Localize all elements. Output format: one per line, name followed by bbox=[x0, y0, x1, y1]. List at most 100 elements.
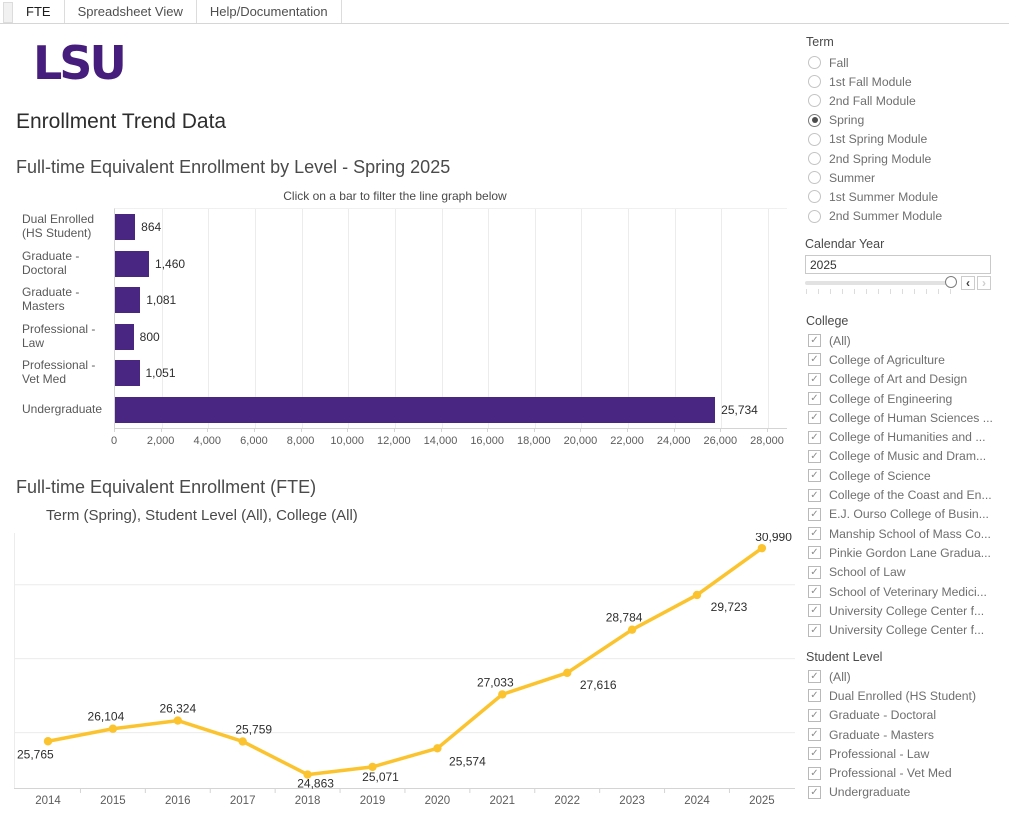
line-point-label: 25,071 bbox=[362, 770, 399, 784]
college-option-college-of-engineering[interactable]: ✓ College of Engineering bbox=[806, 389, 993, 408]
calendar-year-slider-track[interactable] bbox=[805, 281, 951, 285]
term-option-1st-summer-module[interactable]: 1st Summer Module bbox=[806, 187, 942, 206]
college-option-school-of-law[interactable]: ✓ School of Law bbox=[806, 563, 993, 582]
term-option-2nd-spring-module[interactable]: 2nd Spring Module bbox=[806, 149, 942, 168]
college-option-manship-school-of-mass-co[interactable]: ✓ Manship School of Mass Co... bbox=[806, 524, 993, 543]
bar-professional-vet-med[interactable] bbox=[115, 360, 140, 386]
student-level-option-professional-law[interactable]: ✓ Professional - Law bbox=[806, 744, 976, 763]
line-point-2024[interactable] bbox=[692, 590, 702, 600]
calendar-year-next-button[interactable]: › bbox=[977, 276, 991, 290]
college-option-all[interactable]: ✓ (All) bbox=[806, 331, 993, 350]
student-level-filter-title: Student Level bbox=[806, 650, 883, 664]
bar-professional-law[interactable] bbox=[115, 323, 134, 350]
student-level-option-label: Graduate - Masters bbox=[829, 727, 934, 742]
college-option-college-of-science[interactable]: ✓ College of Science bbox=[806, 466, 993, 485]
tab-fte[interactable]: FTE bbox=[13, 0, 65, 23]
checkbox-icon: ✓ bbox=[808, 766, 821, 780]
bar-graduate-doctoral[interactable] bbox=[115, 250, 150, 277]
line-point-2022[interactable] bbox=[563, 668, 572, 678]
bar-value-label: 25,734 bbox=[721, 402, 758, 417]
line-point-2018[interactable] bbox=[303, 770, 312, 779]
college-option-label: Manship School of Mass Co... bbox=[829, 526, 991, 541]
line-point-label: 26,104 bbox=[88, 710, 125, 724]
line-point-label: 24,863 bbox=[297, 777, 334, 791]
bar-chart-tick-label: 18,000 bbox=[516, 435, 551, 447]
line-point-2019[interactable] bbox=[368, 762, 377, 772]
line-point-2020[interactable] bbox=[433, 744, 442, 753]
slider-tick bbox=[854, 289, 855, 294]
term-option-2nd-summer-module[interactable]: 2nd Summer Module bbox=[806, 207, 942, 226]
checkbox-icon: ✓ bbox=[808, 488, 821, 502]
calendar-year-input[interactable] bbox=[805, 255, 991, 274]
college-option-label: School of Veterinary Medici... bbox=[829, 584, 987, 599]
line-point-2025[interactable] bbox=[757, 543, 767, 553]
bar-chart-subtitle: Click on a bar to filter the line graph … bbox=[283, 189, 507, 203]
student-level-option-graduate-masters[interactable]: ✓ Graduate - Masters bbox=[806, 725, 976, 744]
line-chart-year-label: 2014 bbox=[35, 795, 61, 807]
checkbox-icon: ✓ bbox=[808, 785, 821, 799]
line-chart-year-label: 2017 bbox=[230, 795, 256, 807]
student-level-option-undergraduate[interactable]: ✓ Undergraduate bbox=[806, 783, 976, 802]
line-point-2021[interactable] bbox=[498, 690, 507, 699]
term-option-fall[interactable]: Fall bbox=[806, 53, 942, 72]
bar-undergraduate[interactable] bbox=[115, 396, 716, 423]
student-level-option-all[interactable]: ✓ (All) bbox=[806, 667, 976, 686]
college-option-school-of-veterinary-medici[interactable]: ✓ School of Veterinary Medici... bbox=[806, 582, 993, 601]
tab-spreadsheet-view[interactable]: Spreadsheet View bbox=[64, 0, 197, 23]
bar-chart-tick-label: 26,000 bbox=[703, 435, 738, 447]
bar-chart-tick-label: 4,000 bbox=[193, 435, 222, 447]
term-option-1st-spring-module[interactable]: 1st Spring Module bbox=[806, 130, 942, 149]
line-chart-year-label: 2018 bbox=[295, 795, 321, 807]
line-point-2023[interactable] bbox=[627, 625, 637, 634]
college-option-label: School of Law bbox=[829, 565, 906, 580]
college-option-college-of-the-coast-and-en[interactable]: ✓ College of the Coast and En... bbox=[806, 485, 993, 504]
line-point-2017[interactable] bbox=[238, 737, 247, 746]
term-option-1st-fall-module[interactable]: 1st Fall Module bbox=[806, 72, 942, 91]
line-point-2015[interactable] bbox=[108, 724, 118, 733]
term-option-summer[interactable]: Summer bbox=[806, 168, 942, 187]
term-option-spring[interactable]: Spring bbox=[806, 111, 942, 130]
calendar-year-prev-button[interactable]: ‹ bbox=[961, 276, 975, 290]
term-option-2nd-fall-module[interactable]: 2nd Fall Module bbox=[806, 91, 942, 110]
radio-icon bbox=[808, 75, 821, 89]
term-option-label: Spring bbox=[829, 113, 865, 128]
bar-category-label-graduate-masters: Graduate - Masters bbox=[22, 285, 80, 314]
college-option-university-college-center-f[interactable]: ✓ University College Center f... bbox=[806, 620, 993, 639]
checkbox-icon: ✓ bbox=[808, 747, 821, 761]
bar-value-label: 800 bbox=[139, 329, 160, 344]
college-option-pinkie-gordon-lane-gradua[interactable]: ✓ Pinkie Gordon Lane Gradua... bbox=[806, 543, 993, 562]
slider-tick bbox=[902, 289, 903, 294]
radio-icon bbox=[808, 132, 821, 146]
line-point-label: 27,616 bbox=[580, 678, 617, 692]
student-level-filter: ✓ (All) ✓ Dual Enrolled (HS Student) ✓ Gradua… bbox=[806, 667, 976, 802]
bar-chart-tick-label: 0 bbox=[110, 435, 118, 447]
radio-icon bbox=[808, 190, 821, 204]
college-option-college-of-music-and-dram[interactable]: ✓ College of Music and Dram... bbox=[806, 447, 993, 466]
college-option-college-of-humanities-and[interactable]: ✓ College of Humanities and ... bbox=[806, 427, 993, 446]
student-level-option-dual-enrolled-hs-student[interactable]: ✓ Dual Enrolled (HS Student) bbox=[806, 686, 976, 705]
tab-help-documentation[interactable]: Help/Documentation bbox=[196, 0, 342, 23]
bar-chart-tick-mark bbox=[720, 428, 722, 432]
college-option-college-of-agriculture[interactable]: ✓ College of Agriculture bbox=[806, 350, 993, 369]
college-option-e-j-ourso-college-of-busin[interactable]: ✓ E.J. Ourso College of Busin... bbox=[806, 505, 993, 524]
bar-chart-tick-mark bbox=[767, 428, 768, 432]
college-option-college-of-art-and-design[interactable]: ✓ College of Art and Design bbox=[806, 370, 993, 389]
slider-tick bbox=[806, 289, 807, 294]
college-option-university-college-center-f[interactable]: ✓ University College Center f... bbox=[806, 601, 993, 620]
checkbox-icon: ✓ bbox=[808, 392, 821, 406]
tab-bar: FTE Spreadsheet View Help/Documentation bbox=[0, 0, 1009, 24]
checkbox-icon: ✓ bbox=[808, 728, 821, 742]
page-title: Enrollment Trend Data bbox=[16, 110, 227, 133]
checkbox-icon: ✓ bbox=[808, 527, 821, 541]
bar-graduate-masters[interactable] bbox=[115, 287, 141, 313]
slider-tick bbox=[926, 289, 927, 294]
college-option-college-of-human-sciences[interactable]: ✓ College of Human Sciences ... bbox=[806, 408, 993, 427]
bar-chart-tick-mark bbox=[440, 428, 442, 432]
student-level-option-graduate-doctoral[interactable]: ✓ Graduate - Doctoral bbox=[806, 706, 976, 725]
line-point-2016[interactable] bbox=[173, 716, 182, 725]
calendar-year-slider-handle[interactable] bbox=[945, 276, 957, 288]
bar-dual-enrolled-hs-student[interactable] bbox=[115, 214, 136, 240]
bar-chart-gridline bbox=[674, 209, 676, 428]
line-point-2014[interactable] bbox=[43, 737, 53, 746]
student-level-option-professional-vet-med[interactable]: ✓ Professional - Vet Med bbox=[806, 763, 976, 782]
